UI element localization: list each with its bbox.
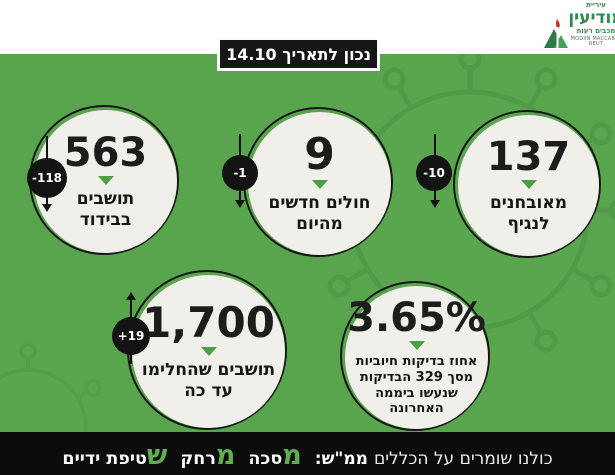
logo-municipality-prefix: עיריית [586,1,606,9]
stat-label-line: האחרונה [389,401,444,417]
stat-label-line: בבידוד [79,209,132,230]
stat-value: 1,700 [142,298,275,348]
flame-icon [555,19,560,29]
stat-label: מאובחנים לנגיף [490,193,567,233]
stat-label-line: מסך 329 הבדיקות [359,369,474,385]
change-badge-recovered: +19 [112,317,150,355]
logo-english-name: MODIIN MACCABIM REUT [570,36,615,47]
stat-label-line: עד כה [184,380,233,401]
arrow-down-icon [430,200,440,208]
rule-handwash-initial: ש [146,440,168,471]
rule-mask: מסכה [248,440,301,471]
triangle-down-icon [97,176,114,186]
change-badge-active-cases: -10 [416,155,452,191]
footer-intro: כולנו שומרים על הכללים ממ"ש: [315,449,553,469]
stat-value: 9 [304,129,335,181]
stat-label-line: מאובחנים [489,193,568,214]
triangle-down-icon [408,341,425,351]
footer-rules-bar: כולנו שומרים על הכללים ממ"ש: מסכה מרחק ש… [0,432,615,475]
stat-label: חולים חדשים מהיום [269,193,371,233]
rule-handwash: שטיפת ידיים [62,440,167,471]
stat-label: תושבים בבידוד [77,189,135,229]
stat-label: תושבים שהחלימו עד כה [142,360,275,400]
arrow-up-icon [126,292,136,300]
rule-mask-initial: מ [282,440,302,471]
change-badge-isolation: -118 [27,158,67,198]
logo-city-name: מודיעין [568,8,615,28]
stat-value: 563 [63,130,148,177]
rule-distance: מרחק [180,440,235,471]
stat-circle-ring [453,110,601,258]
rule-handwash-rest: טיפת ידיים [62,449,147,469]
arrow-down-icon [235,200,245,208]
stat-label-line: חולים חדשים [268,193,371,214]
municipality-logo: עיריית מודיעין מכבים רעות MODIIN MACCABI… [541,2,615,54]
stat-value: 3.65% [347,295,486,342]
stat-circle-fill: 9 חולים חדשים מהיום [248,112,391,255]
stat-label-line: מהיום [296,213,343,234]
logo-mountains-flame-icon [544,19,568,48]
stat-label: אחוז בדיקות חיוביות מסך 329 הבדיקות שנעש… [356,354,478,416]
as-of-date-badge: נכון לתאריך 14.10 [217,37,380,71]
logo-text: עיריית מודיעין מכבים רעות MODIIN MACCABI… [565,2,615,47]
logo-city-suffix: מכבים רעות [576,27,615,35]
stat-circle-active-cases: 137 מאובחנים לנגיף [453,110,601,258]
rule-mask-rest: סכה [248,449,283,469]
stat-circle-fill: 3.65% אחוז בדיקות חיוביות מסך 329 הבדיקו… [345,286,488,429]
stat-circle-positive-rate: 3.65% אחוז בדיקות חיוביות מסך 329 הבדיקו… [340,281,490,431]
stat-label-line: לנגיף [507,213,550,234]
triangle-down-icon [311,180,328,190]
stat-value: 137 [486,134,571,181]
stat-label-line: תושבים [76,189,135,210]
stat-label-line: אחוז בדיקות חיוביות [355,354,478,370]
change-badge-new-cases: -1 [222,155,258,191]
footer-acronym: ממ"ש: [314,449,368,469]
arrow-down-icon [42,204,52,212]
stat-circle-fill: 1,700 תושבים שהחלימו עד כה [132,275,285,428]
rule-distance-initial: מ [215,440,236,471]
footer-intro-text: כולנו שומרים על הכללים [373,449,553,469]
stat-circle-new-cases: 9 חולים חדשים מהיום [243,107,393,257]
stat-circle-fill: 137 מאובחנים לנגיף [458,115,599,256]
triangle-down-icon [520,180,537,190]
stat-circle-ring [340,281,490,431]
stat-label-line: שנעשו ביממה [375,385,458,401]
triangle-down-icon [200,347,217,357]
stat-circle-recovered: 1,700 תושבים שהחלימו עד כה [127,270,287,430]
rule-distance-rest: רחק [180,449,216,469]
stat-label-line: תושבים שהחלימו [141,360,276,381]
